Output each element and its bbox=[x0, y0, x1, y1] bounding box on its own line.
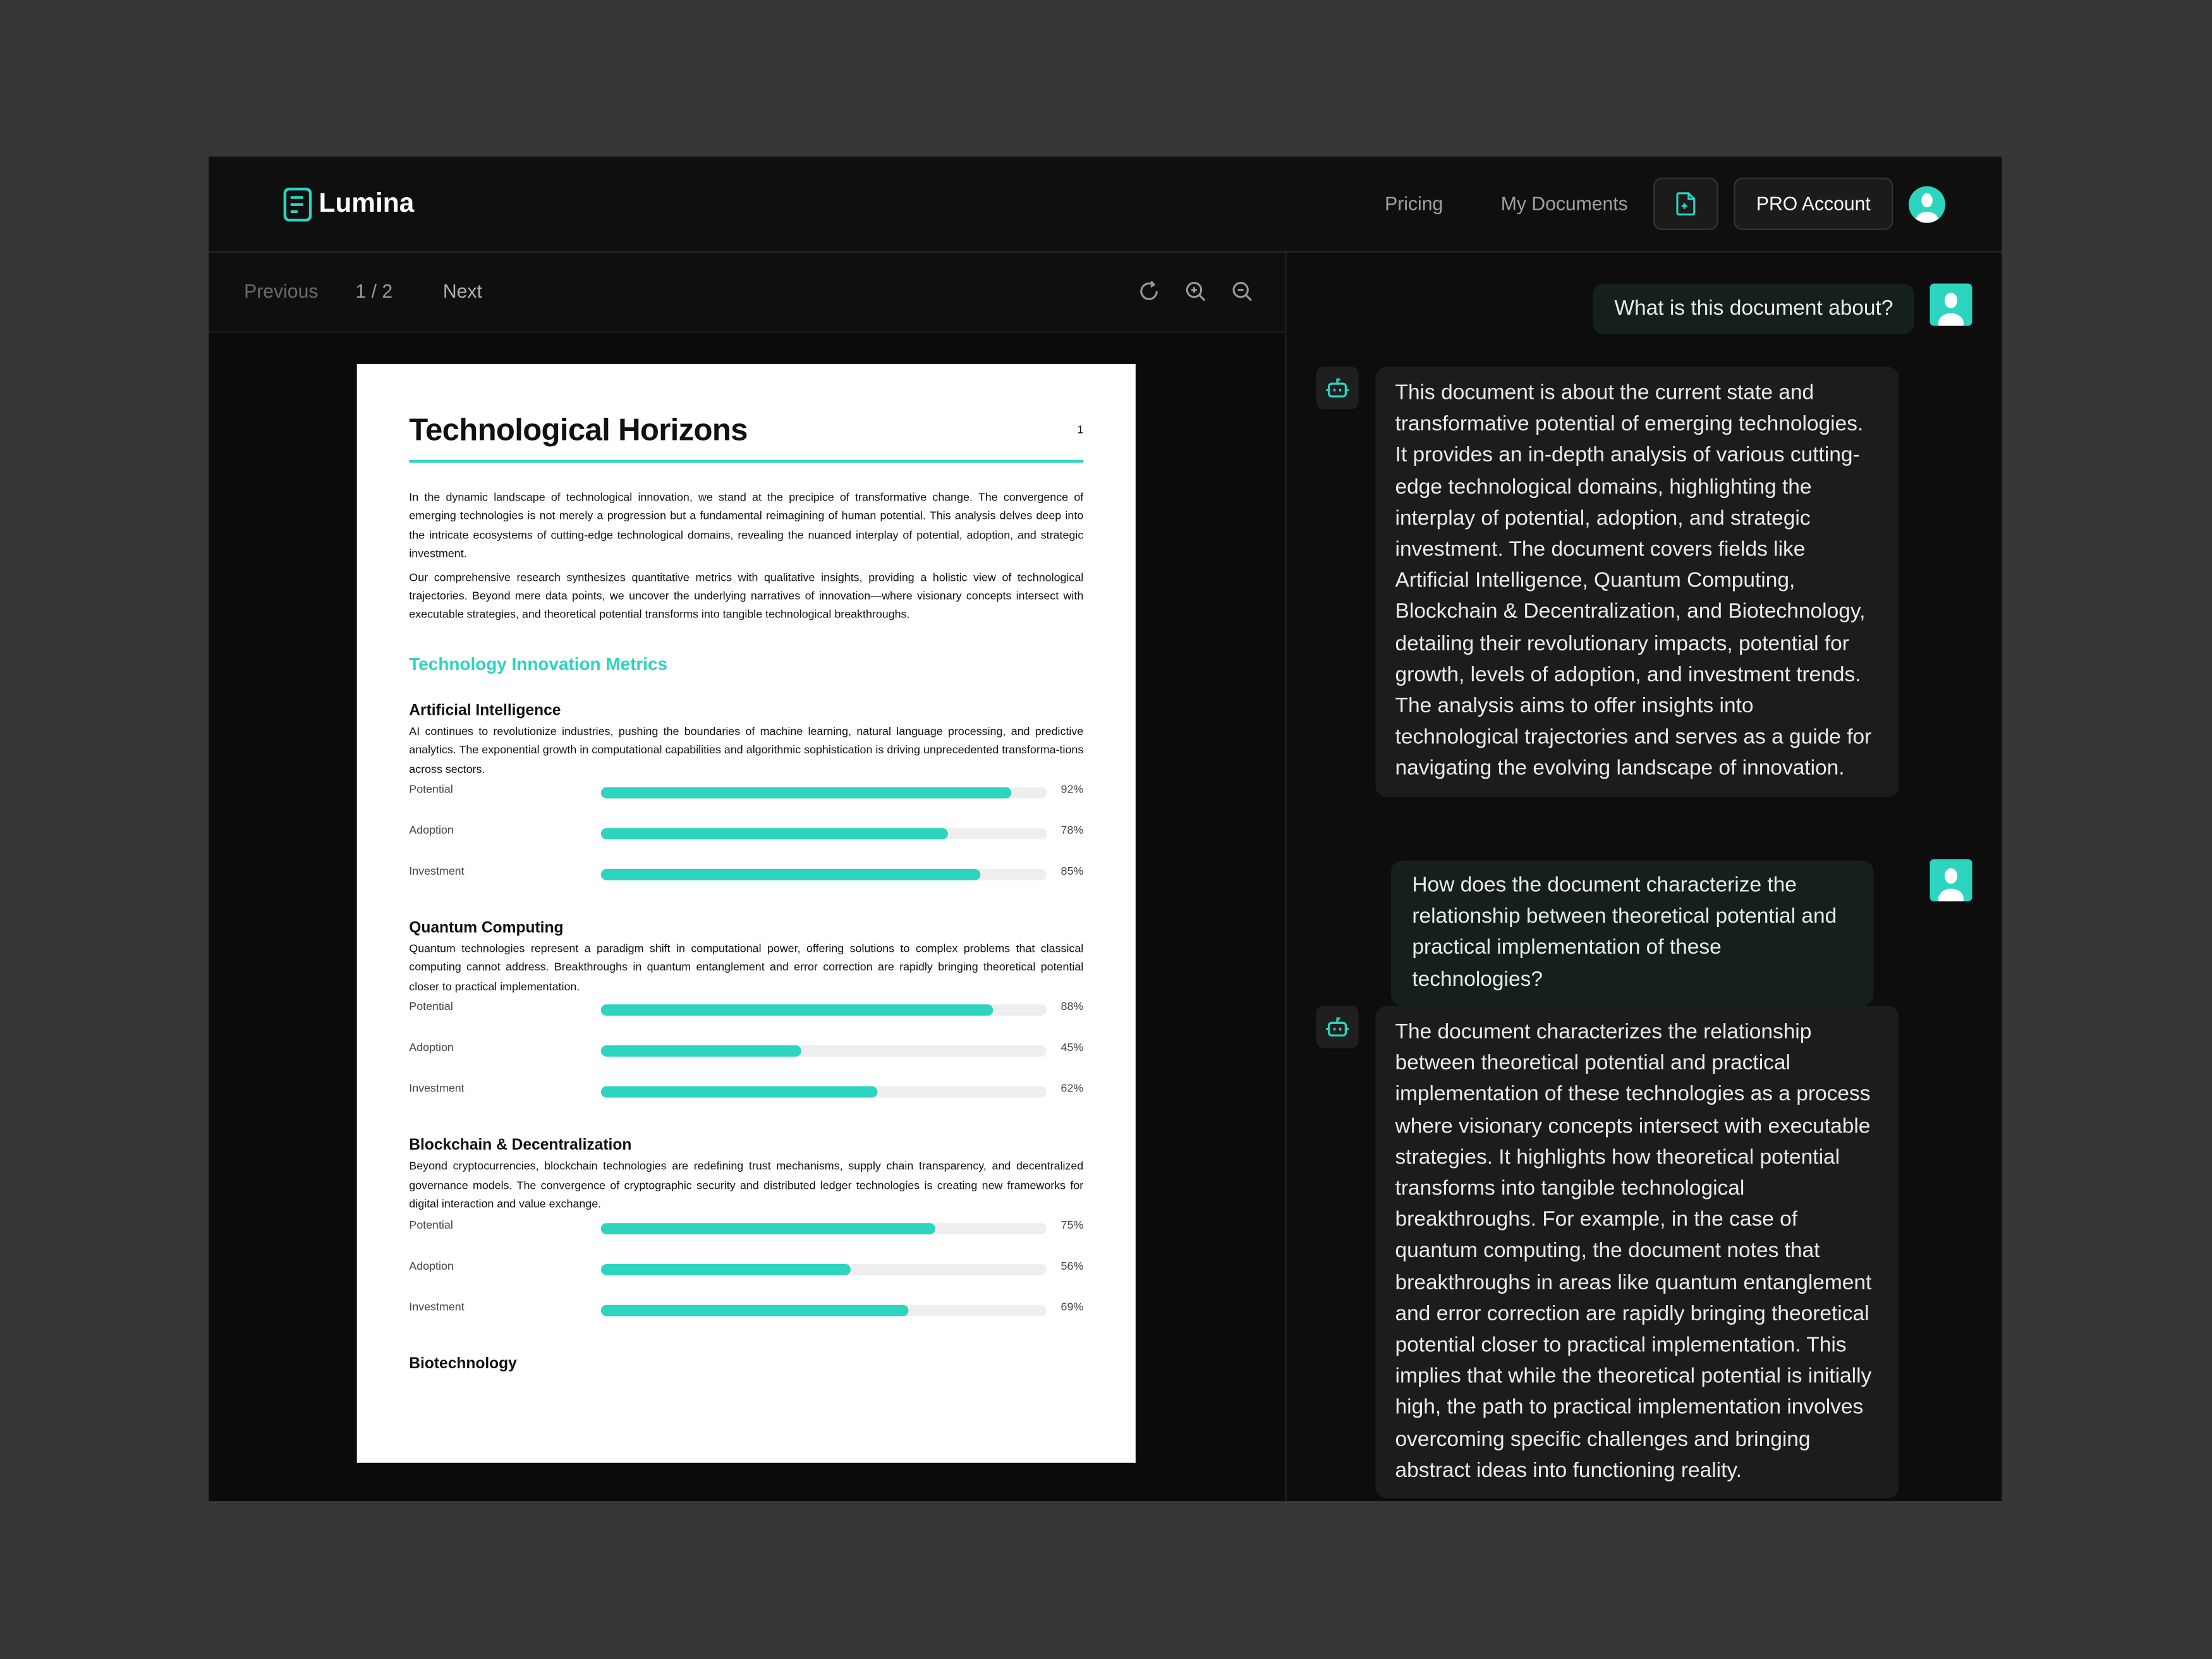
progress-bar bbox=[600, 1045, 1047, 1057]
metric-row: Investment 62% bbox=[409, 1083, 1083, 1124]
metric-value: 62% bbox=[1060, 1082, 1084, 1095]
refresh-icon[interactable] bbox=[1137, 279, 1161, 303]
subsection-text: Quantum technologies represent a paradig… bbox=[409, 942, 1084, 994]
metric-row: Potential 92% bbox=[409, 783, 1083, 824]
user-message: How does the document characterize the r… bbox=[1390, 860, 1874, 1006]
upload-document-button[interactable] bbox=[1653, 178, 1718, 230]
app-window: Lumina Pricing My Documents PRO Account … bbox=[209, 156, 2002, 1501]
document-page: Technological Horizons 1 In the dynamic … bbox=[356, 363, 1136, 1463]
progress-fill bbox=[600, 869, 980, 880]
metric-value: 78% bbox=[1060, 823, 1084, 837]
subsection-title: Blockchain & Decentralization bbox=[409, 1137, 632, 1155]
metric-label: Potential bbox=[409, 1218, 453, 1231]
metric-row: Potential 75% bbox=[409, 1218, 1083, 1259]
metric-value: 75% bbox=[1060, 1218, 1084, 1231]
metric-label: Adoption bbox=[409, 1259, 454, 1272]
progress-bar bbox=[600, 1263, 1047, 1275]
file-plus-icon bbox=[1676, 192, 1696, 216]
metric-label: Investment bbox=[409, 865, 465, 878]
progress-bar bbox=[600, 1086, 1047, 1098]
zoom-out-icon[interactable] bbox=[1230, 279, 1254, 303]
metric-row: Investment 69% bbox=[409, 1300, 1083, 1341]
metric-label: Adoption bbox=[409, 823, 454, 837]
page-number: 1 bbox=[1077, 423, 1084, 436]
pro-account-button[interactable]: PRO Account bbox=[1734, 178, 1893, 230]
assistant-message: The document characterizes the relations… bbox=[1375, 1006, 1899, 1498]
progress-bar bbox=[600, 1004, 1047, 1016]
previous-page-button[interactable]: Previous bbox=[244, 281, 319, 302]
subsection-title: Artificial Intelligence bbox=[409, 702, 561, 720]
subsection-title: Biotechnology bbox=[409, 1354, 517, 1372]
metric-value: 45% bbox=[1060, 1041, 1084, 1055]
nav-my-documents[interactable]: My Documents bbox=[1500, 193, 1628, 215]
metric-label: Adoption bbox=[409, 1041, 454, 1055]
logo-text: Lumina bbox=[319, 189, 415, 219]
progress-fill bbox=[600, 1263, 851, 1275]
user-icon bbox=[1938, 868, 1964, 902]
metric-row: Adoption 78% bbox=[409, 824, 1083, 865]
robot-icon bbox=[1326, 378, 1349, 398]
progress-fill bbox=[600, 1304, 909, 1316]
zoom-in-icon[interactable] bbox=[1184, 279, 1208, 303]
bot-avatar bbox=[1316, 1006, 1359, 1048]
metric-row: Potential 88% bbox=[409, 1000, 1083, 1042]
document-title: Technological Horizons bbox=[409, 411, 748, 447]
progress-bar bbox=[600, 869, 1047, 880]
paragraph: Our comprehensive research synthesizes q… bbox=[409, 571, 1084, 622]
user-avatar[interactable] bbox=[1909, 185, 1946, 222]
progress-bar bbox=[600, 787, 1047, 799]
progress-fill bbox=[600, 1004, 994, 1016]
page-indicator: 1 / 2 bbox=[355, 281, 393, 302]
header: Lumina Pricing My Documents PRO Account bbox=[209, 157, 2002, 253]
metric-value: 69% bbox=[1060, 1299, 1084, 1313]
metric-row: Investment 85% bbox=[409, 865, 1083, 906]
progress-bar bbox=[600, 1304, 1047, 1316]
metric-row: Adoption 56% bbox=[409, 1259, 1083, 1300]
document-viewer-panel: Previous 1 / 2 Next Technological Horizo… bbox=[209, 252, 1287, 1501]
tech-section: Biotechnology bbox=[409, 1355, 1083, 1372]
user-icon bbox=[1938, 293, 1964, 326]
metric-label: Investment bbox=[409, 1299, 465, 1313]
metric-row: Adoption 45% bbox=[409, 1042, 1083, 1083]
user-avatar bbox=[1929, 859, 1972, 902]
title-divider bbox=[409, 459, 1084, 463]
metric-label: Potential bbox=[409, 782, 453, 796]
assistant-message: This document is about the current state… bbox=[1375, 367, 1899, 797]
metric-label: Investment bbox=[409, 1082, 465, 1095]
robot-icon bbox=[1326, 1017, 1349, 1037]
document-canvas[interactable]: Technological Horizons 1 In the dynamic … bbox=[209, 332, 1285, 1501]
progress-fill bbox=[600, 1045, 802, 1057]
subsection-text: Beyond cryptocurrencies, blockchain tech… bbox=[409, 1160, 1084, 1211]
top-nav: Pricing My Documents PRO Account bbox=[1385, 178, 1946, 230]
section-heading: Technology Innovation Metrics bbox=[409, 654, 668, 674]
logo[interactable]: Lumina bbox=[282, 186, 414, 223]
paragraph: In the dynamic landscape of technologica… bbox=[409, 490, 1084, 561]
user-message: What is this document about? bbox=[1593, 283, 1914, 335]
subsection-title: Quantum Computing bbox=[409, 920, 564, 937]
tech-section: Blockchain & Decentralization Beyond cryp… bbox=[409, 1138, 1083, 1341]
viewer-toolbar: Previous 1 / 2 Next bbox=[209, 253, 1285, 333]
progress-bar bbox=[600, 1222, 1047, 1234]
subsection-text: AI continues to revolutionize industries… bbox=[409, 724, 1084, 775]
progress-bar bbox=[600, 828, 1047, 840]
user-avatar bbox=[1929, 283, 1972, 326]
tech-section: Quantum Computing Quantum technologies re… bbox=[409, 920, 1083, 1123]
next-page-button[interactable]: Next bbox=[442, 281, 482, 302]
metric-label: Potential bbox=[409, 1000, 453, 1014]
metric-value: 85% bbox=[1060, 865, 1084, 878]
document-logo-icon bbox=[283, 187, 312, 222]
nav-pricing[interactable]: Pricing bbox=[1385, 193, 1443, 215]
tech-section: Artificial Intelligence AI continues to r… bbox=[409, 702, 1083, 906]
metric-value: 92% bbox=[1060, 782, 1084, 796]
bot-avatar bbox=[1316, 367, 1359, 410]
progress-fill bbox=[600, 1222, 935, 1234]
progress-fill bbox=[600, 1086, 878, 1098]
chat-panel: What is this document about? This docume… bbox=[1286, 252, 2002, 1501]
metric-value: 88% bbox=[1060, 1000, 1084, 1014]
user-icon bbox=[1916, 192, 1938, 222]
progress-fill bbox=[600, 787, 1011, 799]
progress-fill bbox=[600, 828, 949, 840]
metric-value: 56% bbox=[1060, 1259, 1084, 1272]
